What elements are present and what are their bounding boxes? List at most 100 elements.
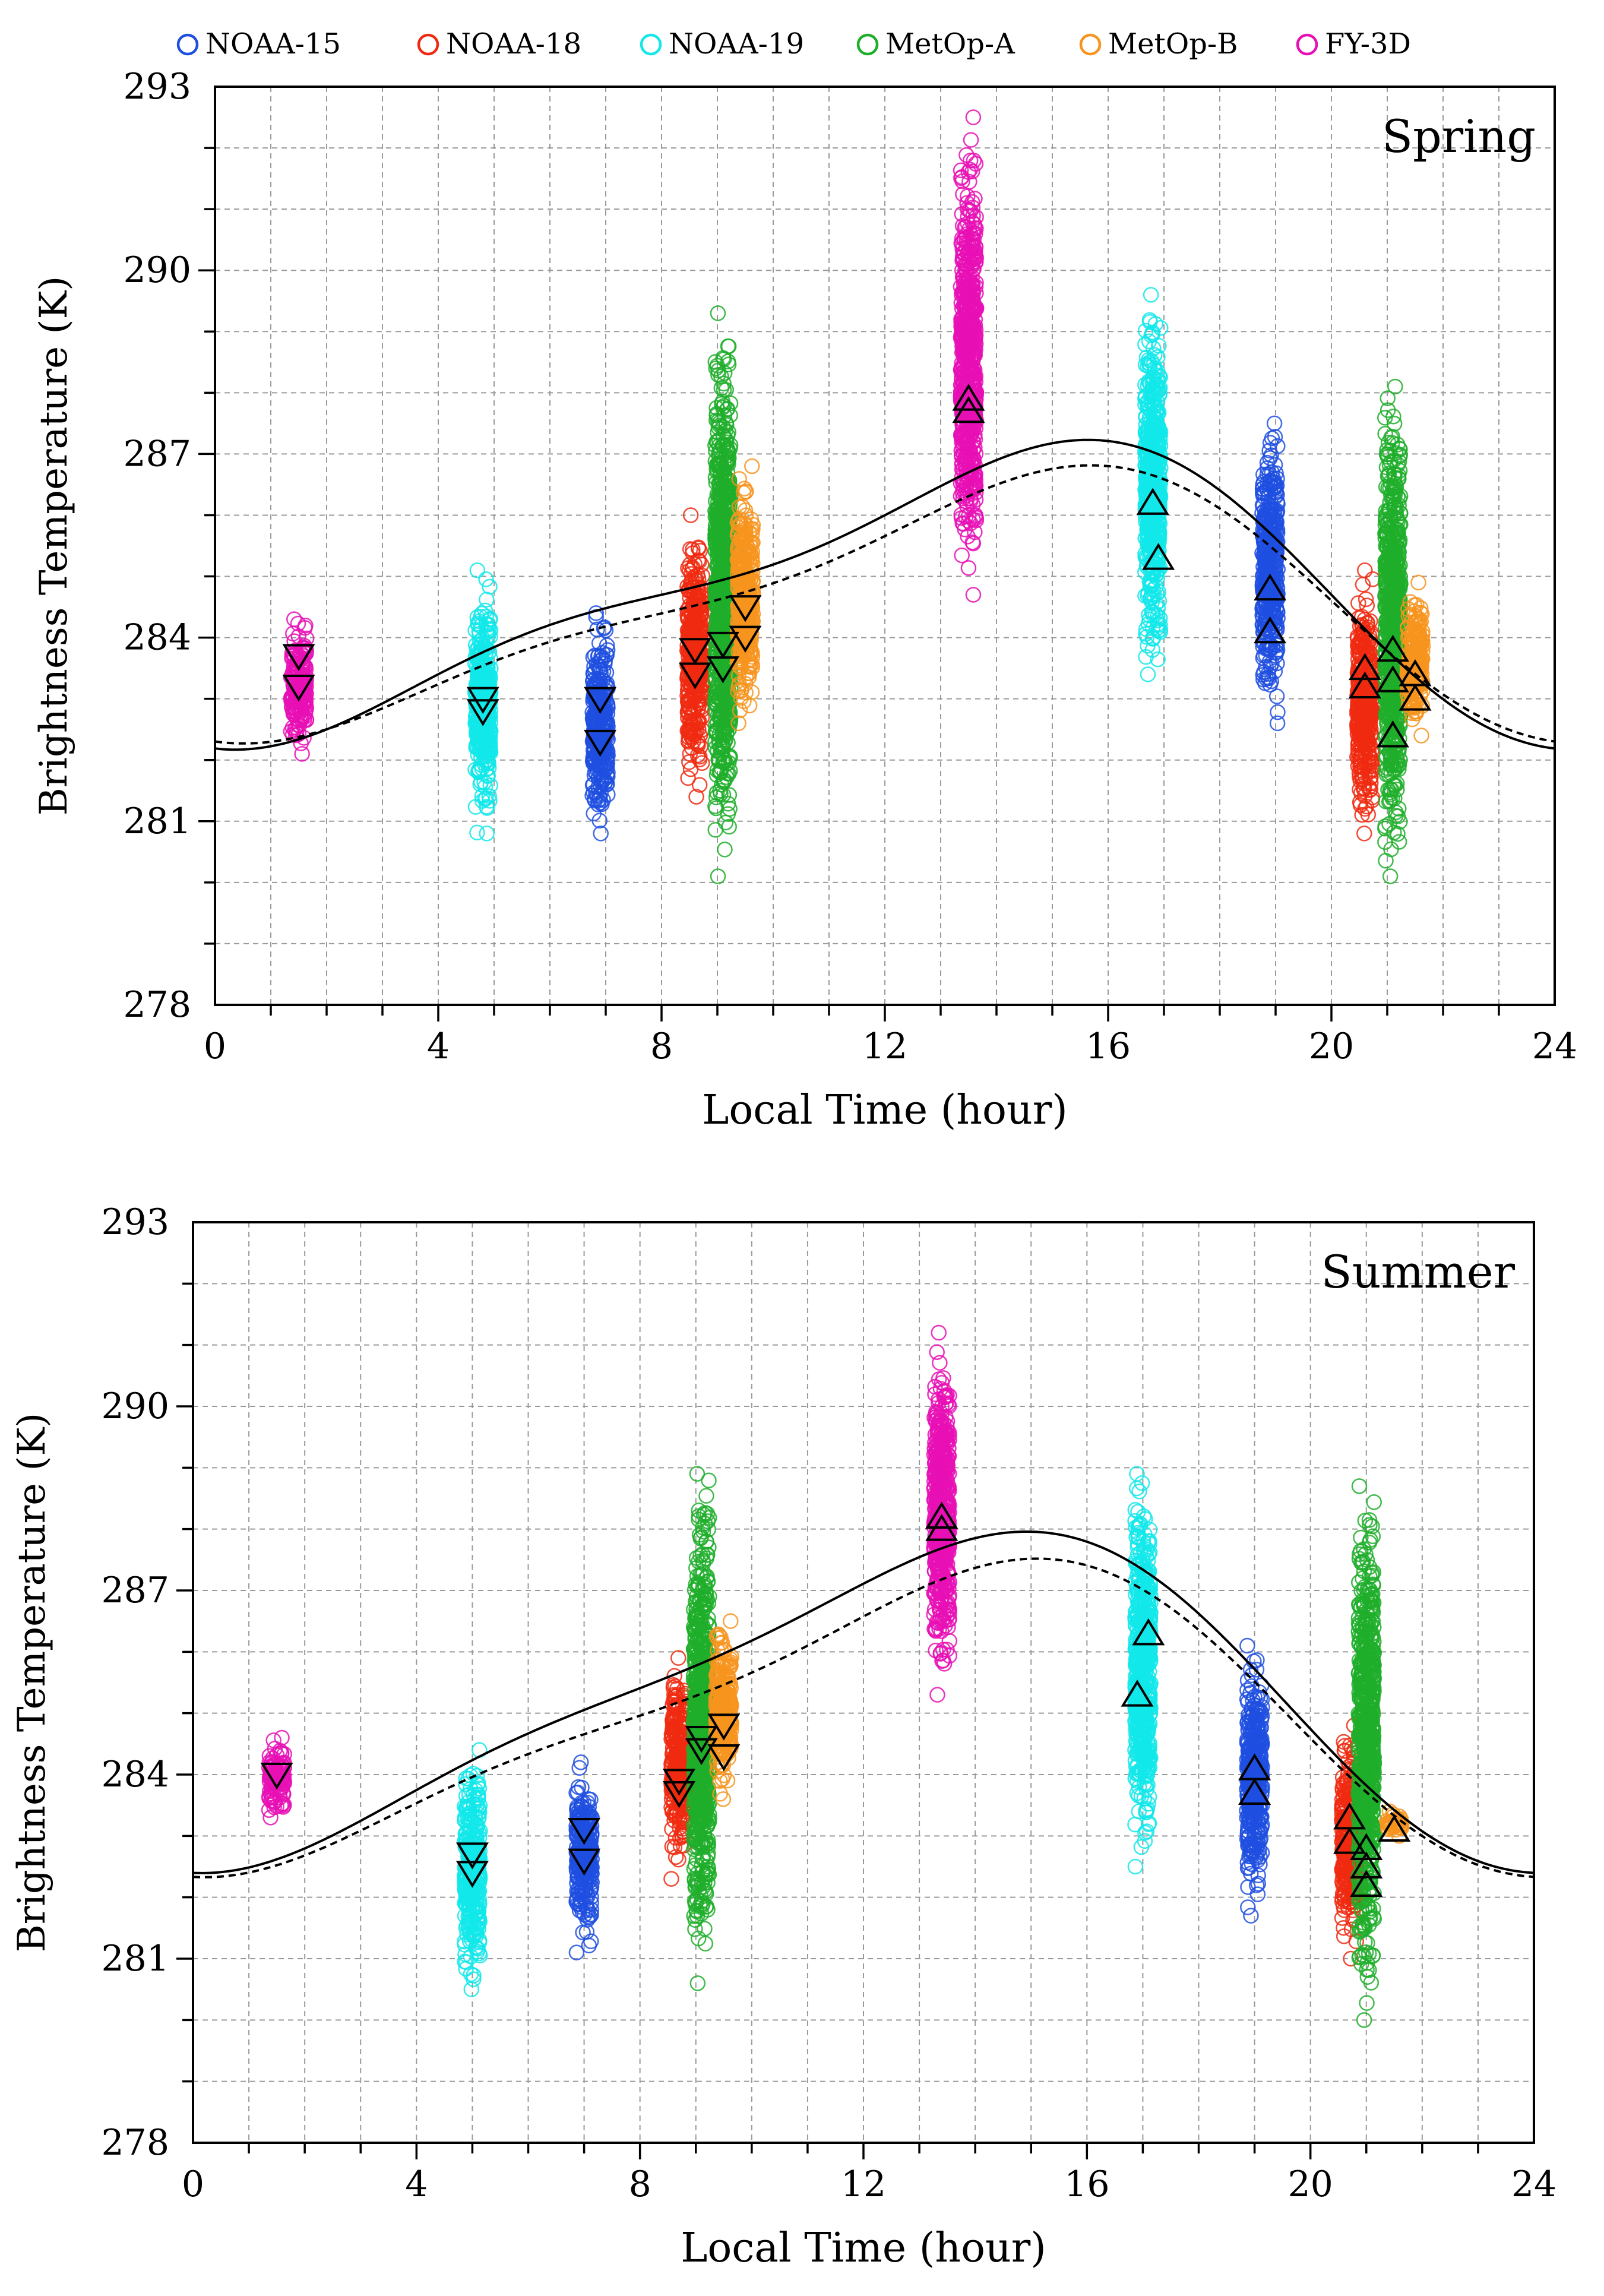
data-point-noaa-18 xyxy=(1357,562,1373,578)
data-point-noaa-19 xyxy=(473,774,489,790)
data-point-fy-3d xyxy=(965,535,982,552)
data-point-fy-3d xyxy=(961,365,978,381)
data-point-fy-3d xyxy=(961,173,977,190)
data-point-fy-3d xyxy=(293,710,309,726)
data-point-fy-3d xyxy=(290,726,307,742)
data-point-noaa-19 xyxy=(479,751,495,768)
legend-marker-fy-3d xyxy=(1296,33,1318,56)
scatter-cluster-noaa-19 xyxy=(1137,287,1169,682)
data-point-fy-3d xyxy=(960,303,976,320)
scatter-cluster-noaa-18 xyxy=(679,507,711,805)
data-point-noaa-19 xyxy=(482,777,499,793)
data-point-noaa-19 xyxy=(469,562,486,578)
scatter-cluster-noaa-18 xyxy=(1349,562,1381,842)
data-point-fy-3d xyxy=(967,524,983,540)
data-point-fy-3d xyxy=(964,237,981,254)
data-point-noaa-19 xyxy=(473,663,489,679)
grid xyxy=(215,87,1555,1005)
data-point-noaa-19 xyxy=(481,788,497,804)
scatter-cluster-fy-3d xyxy=(953,109,985,603)
data-point-noaa-19 xyxy=(479,592,495,608)
data-point-fy-3d xyxy=(964,299,980,315)
data-point-noaa-19 xyxy=(482,578,498,595)
data-point-fy-3d xyxy=(965,511,981,528)
data-point-fy-3d xyxy=(285,625,301,642)
data-point-noaa-19 xyxy=(479,800,495,816)
data-point-fy-3d xyxy=(954,547,970,564)
legend-marker-metop-b xyxy=(1079,33,1102,56)
data-point-noaa-18 xyxy=(680,770,696,786)
scatter-cluster-noaa-15 xyxy=(584,605,616,842)
data-point-noaa-15 xyxy=(1270,704,1286,720)
legend-label: MetOp-B xyxy=(1108,27,1238,61)
data-point-fy-3d xyxy=(964,163,980,179)
data-point-noaa-19 xyxy=(1141,333,1157,350)
data-point-metop-b xyxy=(744,458,760,475)
scatter-cluster-noaa-19 xyxy=(467,562,499,842)
data-point-metop-a xyxy=(722,801,738,817)
data-point-metop-a xyxy=(720,338,736,355)
data-point-fy-3d xyxy=(953,162,969,179)
legend-label: NOAA-18 xyxy=(446,27,581,61)
data-point-fy-3d xyxy=(965,346,982,363)
legend-marker-noaa-15 xyxy=(176,33,199,56)
data-point-fy-3d xyxy=(294,746,310,762)
data-point-fy-3d xyxy=(954,206,970,222)
data-point-fy-3d xyxy=(286,633,302,649)
scatter-cluster-noaa-15 xyxy=(1254,415,1286,732)
data-point-noaa-19 xyxy=(471,623,488,639)
data-point-fy-3d xyxy=(955,186,971,203)
data-point-fy-3d xyxy=(960,325,976,341)
data-point-fy-3d xyxy=(960,560,977,576)
data-point-fy-3d xyxy=(967,322,984,339)
data-point-fy-3d xyxy=(966,475,982,491)
data-point-fy-3d xyxy=(965,587,982,603)
data-point-noaa-19 xyxy=(477,791,493,807)
data-point-noaa-19 xyxy=(482,739,498,755)
data-point-noaa-19 xyxy=(471,613,488,630)
data-point-fy-3d xyxy=(967,279,984,295)
data-point-fy-3d xyxy=(956,345,972,361)
data-point-noaa-19 xyxy=(473,605,490,622)
legend-marker-noaa-19 xyxy=(640,33,662,56)
data-point-noaa-19 xyxy=(469,824,485,841)
legend-marker-metop-a xyxy=(856,33,879,56)
scatter-points xyxy=(283,109,1431,884)
data-point-fy-3d xyxy=(954,447,970,463)
legend-label: FY-3D xyxy=(1325,27,1411,61)
data-point-noaa-19 xyxy=(472,723,488,739)
data-point-fy-3d xyxy=(965,109,982,125)
data-point-fy-3d xyxy=(964,295,980,311)
data-point-fy-3d xyxy=(954,284,970,301)
data-point-fy-3d xyxy=(954,252,970,269)
data-point-metop-a xyxy=(710,868,726,884)
data-point-noaa-19 xyxy=(467,799,484,815)
data-point-noaa-19 xyxy=(478,571,494,587)
legend: NOAA-15 NOAA-18 NOAA-19 MetOp-A MetOp-B FY-3D xyxy=(176,27,1411,61)
data-point-noaa-18 xyxy=(1356,826,1372,842)
data-point-metop-a xyxy=(717,842,733,858)
data-point-fy-3d xyxy=(954,333,970,349)
data-point-metop-a xyxy=(1378,853,1394,869)
data-point-fy-3d xyxy=(967,156,984,172)
data-point-fy-3d xyxy=(294,690,310,707)
data-point-metop-a xyxy=(1382,868,1399,884)
legend-label: NOAA-19 xyxy=(669,27,804,61)
data-point-fy-3d xyxy=(964,194,980,210)
data-point-noaa-19 xyxy=(480,732,496,748)
data-point-fy-3d xyxy=(965,261,982,278)
legend-label: MetOp-A xyxy=(885,27,1015,61)
data-point-fy-3d xyxy=(967,492,984,508)
data-point-fy-3d xyxy=(297,682,313,698)
data-point-noaa-19 xyxy=(472,634,488,650)
data-point-metop-a xyxy=(717,814,734,831)
data-point-fy-3d xyxy=(959,276,975,292)
data-point-fy-3d xyxy=(967,472,984,488)
data-point-fy-3d xyxy=(954,262,970,279)
data-point-fy-3d xyxy=(964,214,980,230)
data-point-fy-3d xyxy=(961,203,977,219)
data-point-fy-3d xyxy=(960,247,976,263)
legend-marker-noaa-18 xyxy=(417,33,439,56)
